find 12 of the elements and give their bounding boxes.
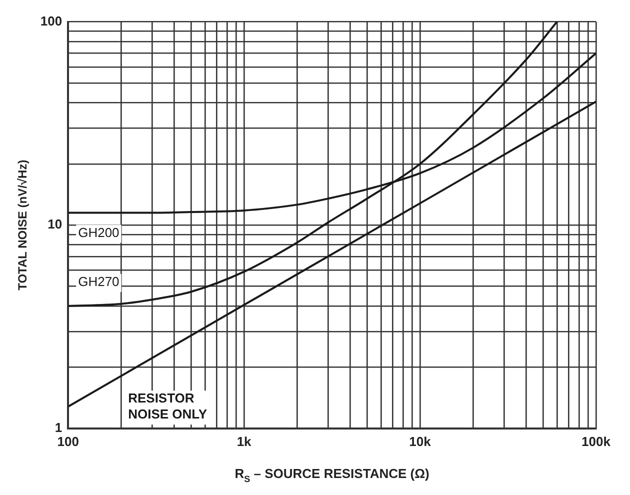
series-label: GH270 — [78, 274, 120, 290]
y-axis-title: TOTAL NOISE (nV/√Hz) — [16, 160, 30, 290]
x-tick-label: 100k — [582, 434, 612, 449]
series-label: GH200 — [78, 224, 120, 240]
y-tick-label: 100 — [40, 13, 62, 28]
series-label: RESISTOR NOISE ONLY — [128, 390, 208, 422]
x-tick-label: 10k — [409, 434, 432, 449]
x-tick-label: 100 — [57, 434, 79, 449]
y-tick-label: 10 — [48, 216, 62, 232]
x-tick-label: 1k — [236, 434, 252, 449]
y-tick-label: 1 — [54, 420, 62, 435]
line-series — [68, 100, 596, 408]
